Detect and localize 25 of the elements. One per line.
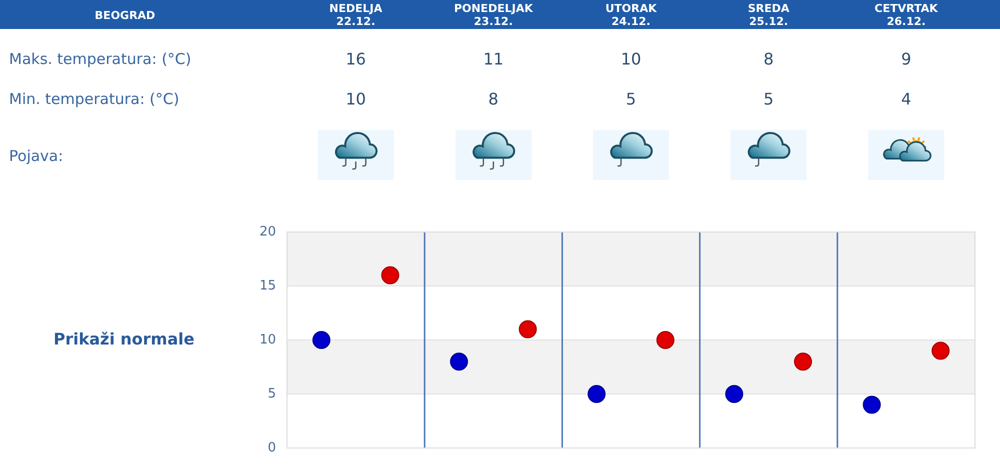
text: SREDA 25.12. <box>748 2 790 28</box>
text: Min. temperatura: (°C) <box>9 90 180 108</box>
data-label: 8 <box>488 89 498 108</box>
data-label: 10 <box>620 49 642 68</box>
data-label: 5 <box>626 89 636 108</box>
text: Pojava: <box>9 147 64 166</box>
data-label: 9 <box>901 49 912 68</box>
y-tick-label: 15 <box>259 278 276 294</box>
text: PONEDELJAK 23.12. <box>454 2 534 28</box>
text: BEOGRAD <box>94 9 156 22</box>
y-tick-label: 10 <box>259 332 276 348</box>
text: NEDELJA 22.12. <box>329 2 383 28</box>
text: CETVRTAK 26.12. <box>874 2 938 28</box>
data-label: 10 <box>346 89 366 108</box>
y-tick-label: 0 <box>268 440 276 456</box>
text: UTORAK 24.12. <box>605 2 658 28</box>
data-label: 5 <box>764 89 774 108</box>
data-label: 11 <box>483 49 504 68</box>
data-label: 8 <box>764 49 774 68</box>
y-tick-label: 20 <box>259 224 276 240</box>
data-label: 4 <box>901 89 912 108</box>
data-label: 16 <box>346 49 366 68</box>
y-tick-label: 5 <box>268 386 276 402</box>
text: Prikaži normale <box>54 329 195 348</box>
text: Maks. temperatura: (°C) <box>9 50 192 68</box>
